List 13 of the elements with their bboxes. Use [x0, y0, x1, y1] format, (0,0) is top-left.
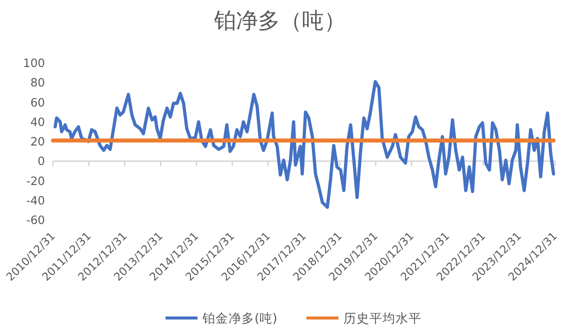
y-tick-label: 20 [30, 134, 45, 149]
legend-label: 历史平均水平 [344, 310, 422, 326]
y-tick-label: 40 [30, 114, 45, 129]
y-tick-label: 100 [23, 56, 45, 70]
y-tick-label: 80 [30, 76, 45, 90]
y-tick-label: -40 [26, 193, 45, 208]
chart-title: 铂净多（吨） [213, 9, 346, 34]
y-tick-label: 60 [30, 95, 45, 110]
y-tick-label: 0 [38, 154, 45, 168]
y-tick-label: -20 [26, 174, 45, 188]
y-tick-label: -60 [26, 213, 45, 228]
line-series [54, 80, 556, 209]
legend-label: 铂金净多(吨) [202, 310, 278, 326]
